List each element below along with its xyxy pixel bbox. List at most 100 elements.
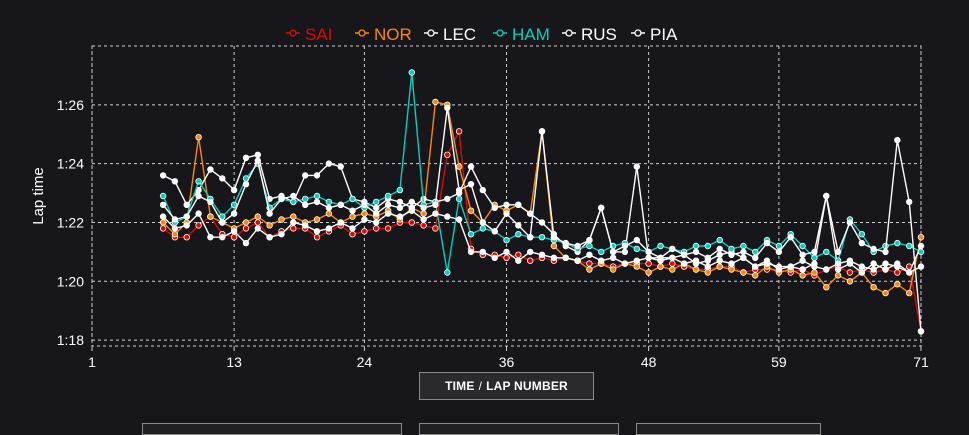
data-point	[455, 216, 463, 223]
series-rus	[159, 207, 925, 276]
data-point	[621, 248, 629, 256]
data-point	[373, 198, 380, 206]
data-point	[858, 269, 865, 276]
data-point	[361, 210, 368, 217]
data-point	[692, 257, 700, 264]
data-point	[479, 248, 486, 256]
data-point	[337, 201, 344, 208]
y-axis-label: Lap time	[30, 167, 47, 225]
data-point	[325, 160, 333, 167]
series-ham	[159, 69, 925, 276]
data-point	[550, 242, 558, 250]
data-point	[811, 248, 818, 256]
x-axis-mode-button[interactable]: TIME / LAP NUMBER	[419, 372, 594, 400]
x-tick-label: 13	[226, 354, 242, 370]
data-point	[823, 284, 830, 291]
data-point	[171, 225, 179, 232]
data-point	[171, 230, 179, 238]
data-point	[503, 210, 510, 217]
data-point	[230, 210, 238, 217]
bottom-panel-1[interactable]	[142, 423, 402, 435]
data-point	[254, 151, 261, 158]
data-point	[621, 242, 629, 250]
legend-item-lec[interactable]: LEC	[424, 25, 476, 44]
data-point	[171, 178, 179, 185]
data-point	[515, 251, 522, 258]
data-point	[598, 248, 605, 256]
data-point	[195, 222, 202, 229]
data-point	[207, 198, 214, 206]
data-point	[337, 163, 344, 170]
data-point	[645, 254, 652, 261]
y-tick-label: 1:20	[57, 273, 84, 289]
data-point	[266, 210, 273, 217]
data-point	[894, 239, 901, 247]
data-point	[704, 263, 711, 270]
data-point	[396, 198, 404, 206]
data-point	[657, 254, 664, 261]
data-point	[669, 260, 676, 267]
data-point	[834, 272, 842, 279]
legend-label: PIA	[650, 25, 678, 44]
data-point	[219, 175, 226, 182]
data-point	[207, 213, 214, 220]
data-point	[870, 245, 877, 253]
data-point	[290, 192, 297, 200]
data-point	[313, 198, 321, 206]
data-point	[420, 216, 427, 223]
data-point	[183, 233, 190, 241]
data-point	[313, 233, 321, 241]
data-point	[870, 266, 877, 273]
data-point	[384, 210, 392, 217]
legend-label: RUS	[581, 25, 617, 44]
x-tick-label: 1	[88, 354, 96, 370]
data-point	[313, 172, 321, 179]
x-tick-label: 36	[499, 354, 515, 370]
x-axis-mode-time: TIME	[445, 379, 475, 393]
data-point	[230, 186, 238, 194]
data-point	[420, 210, 427, 217]
data-point	[325, 210, 333, 217]
data-point	[811, 269, 818, 276]
data-point	[657, 242, 664, 250]
legend-item-sai[interactable]: SAI	[286, 25, 332, 44]
data-point	[538, 233, 546, 241]
data-point	[432, 210, 439, 217]
data-point	[846, 269, 854, 276]
data-point	[562, 239, 569, 247]
data-point	[159, 192, 167, 200]
data-point	[444, 195, 451, 203]
data-point	[302, 222, 309, 229]
data-point	[586, 260, 593, 267]
data-point	[361, 216, 368, 223]
data-point	[799, 272, 806, 279]
data-point	[586, 236, 593, 244]
data-point	[823, 266, 830, 273]
data-point	[467, 207, 475, 214]
data-point	[740, 242, 747, 250]
data-point	[491, 204, 498, 211]
data-point	[586, 266, 593, 273]
legend-item-nor[interactable]: NOR	[355, 25, 412, 44]
legend-item-pia[interactable]: PIA	[631, 25, 678, 44]
data-point	[811, 263, 818, 270]
data-point	[917, 242, 925, 250]
data-point	[396, 204, 404, 211]
bottom-panel-3[interactable]	[636, 423, 821, 435]
data-point	[858, 230, 865, 238]
data-point	[467, 248, 475, 256]
bottom-panel-2[interactable]	[419, 423, 619, 435]
legend-item-ham[interactable]: HAM	[493, 25, 550, 44]
data-point	[775, 266, 783, 273]
data-point	[917, 233, 925, 241]
data-point	[254, 157, 261, 164]
data-point	[752, 272, 759, 279]
data-point	[846, 257, 854, 264]
legend-item-rus[interactable]: RUS	[562, 25, 617, 44]
data-point	[787, 233, 794, 241]
data-point	[680, 251, 688, 258]
data-point	[503, 201, 510, 208]
data-point	[242, 154, 250, 161]
data-point	[219, 219, 226, 226]
data-point	[799, 242, 806, 250]
